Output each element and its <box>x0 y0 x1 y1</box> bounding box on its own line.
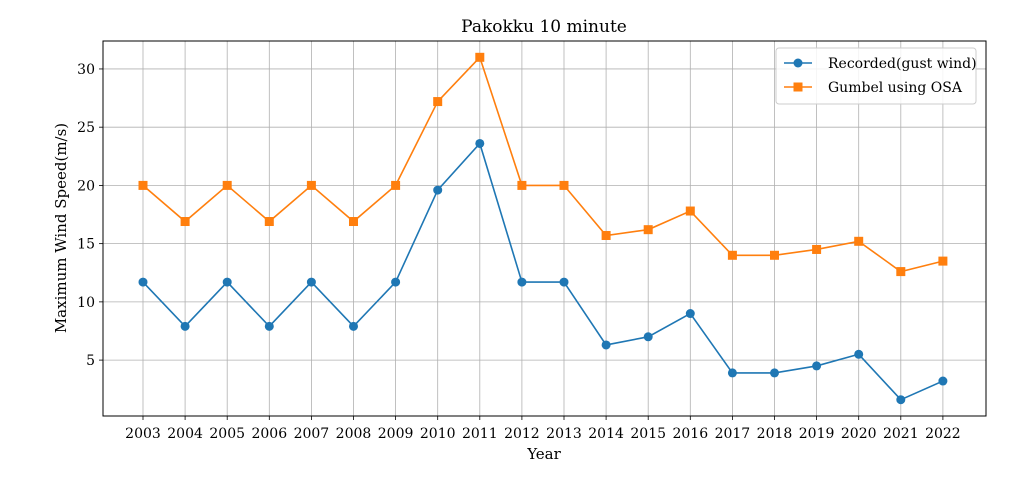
x-tick-label: 2022 <box>925 426 961 442</box>
y-tick-label: 30 <box>77 62 95 78</box>
data-point <box>180 321 190 331</box>
x-tick-label: 2010 <box>420 426 456 442</box>
y-axis: 5 10 15 20 25 30 <box>77 62 103 369</box>
data-point <box>559 180 569 190</box>
series-1 <box>138 138 948 405</box>
data-point <box>896 267 906 277</box>
y-tick-label: 15 <box>77 237 95 253</box>
x-tick-label: 2007 <box>294 426 330 442</box>
data-point <box>685 206 695 216</box>
data-point <box>559 277 569 287</box>
data-point <box>517 277 527 287</box>
data-point <box>812 244 822 254</box>
x-tick-label: 2008 <box>336 426 372 442</box>
series-layer <box>138 52 948 405</box>
x-tick-label: 2009 <box>378 426 414 442</box>
data-point <box>770 368 779 378</box>
data-point <box>138 277 148 287</box>
data-point <box>601 340 611 350</box>
data-point <box>391 180 401 190</box>
data-point <box>264 321 274 331</box>
y-axis-label: Maximum Wind Speed(m/s) <box>52 123 70 333</box>
data-point <box>222 277 232 287</box>
data-point <box>812 361 822 371</box>
legend-label: Recorded(gust wind) <box>828 56 977 72</box>
y-tick-label: 25 <box>77 120 95 136</box>
data-point <box>180 217 190 227</box>
data-point <box>475 138 485 148</box>
y-tick-label: 20 <box>77 178 95 194</box>
series-line <box>142 141 944 401</box>
x-tick-label: 2014 <box>588 426 624 442</box>
x-tick-label: 2016 <box>672 426 708 442</box>
x-tick-label: 2015 <box>630 426 666 442</box>
data-point <box>391 277 401 287</box>
data-point <box>222 180 232 190</box>
x-tick-label: 2004 <box>167 426 203 442</box>
data-point <box>727 250 737 260</box>
x-tick-label: 2017 <box>715 426 751 442</box>
legend-box <box>775 47 977 105</box>
plot-frame <box>102 40 987 417</box>
x-tick-label: 2021 <box>883 426 919 442</box>
data-point <box>306 277 316 287</box>
legend-label: Gumbel using OSA <box>828 80 963 96</box>
series-line <box>142 55 944 273</box>
data-point <box>854 236 864 246</box>
data-point <box>643 225 653 235</box>
data-point <box>727 368 737 378</box>
legend-marker <box>793 82 803 92</box>
chart-title: Pakokku 10 minute <box>461 17 627 37</box>
x-tick-label: 2005 <box>209 426 245 442</box>
y-tick-label: 5 <box>86 353 95 369</box>
legend-marker <box>793 58 803 68</box>
data-point <box>475 52 485 62</box>
data-point <box>433 185 443 195</box>
y-tick-label: 10 <box>77 295 95 311</box>
x-tick-label: 2020 <box>841 426 877 442</box>
data-point <box>643 332 653 342</box>
x-tick-label: 2006 <box>251 426 287 442</box>
data-point <box>938 376 948 386</box>
x-tick-label: 2003 <box>125 426 161 442</box>
data-point <box>938 256 948 266</box>
data-point <box>306 180 316 190</box>
series-2 <box>138 52 948 277</box>
x-axis: 2003 2004 2005 2006 2007 2008 2009 2010 2011 2012… <box>125 416 961 442</box>
x-tick-label: 2013 <box>546 426 582 442</box>
data-point <box>264 217 274 227</box>
x-tick-label: 2011 <box>462 426 498 442</box>
data-point <box>349 217 358 227</box>
data-point <box>601 230 611 240</box>
legend: Recorded(gust wind) Gumbel using OSA <box>775 47 977 105</box>
data-point <box>685 309 695 319</box>
data-point <box>138 180 148 190</box>
x-tick-label: 2012 <box>504 426 540 442</box>
legend-item: Recorded(gust wind) <box>784 56 977 72</box>
data-point <box>517 180 527 190</box>
x-axis-label: Year <box>526 445 561 463</box>
data-point <box>896 395 906 405</box>
data-point <box>433 97 443 107</box>
legend-item: Gumbel using OSA <box>784 80 963 96</box>
data-point <box>349 321 358 331</box>
data-point <box>770 250 779 260</box>
x-tick-label: 2019 <box>799 426 835 442</box>
data-point <box>854 349 864 359</box>
x-tick-label: 2018 <box>757 426 793 442</box>
